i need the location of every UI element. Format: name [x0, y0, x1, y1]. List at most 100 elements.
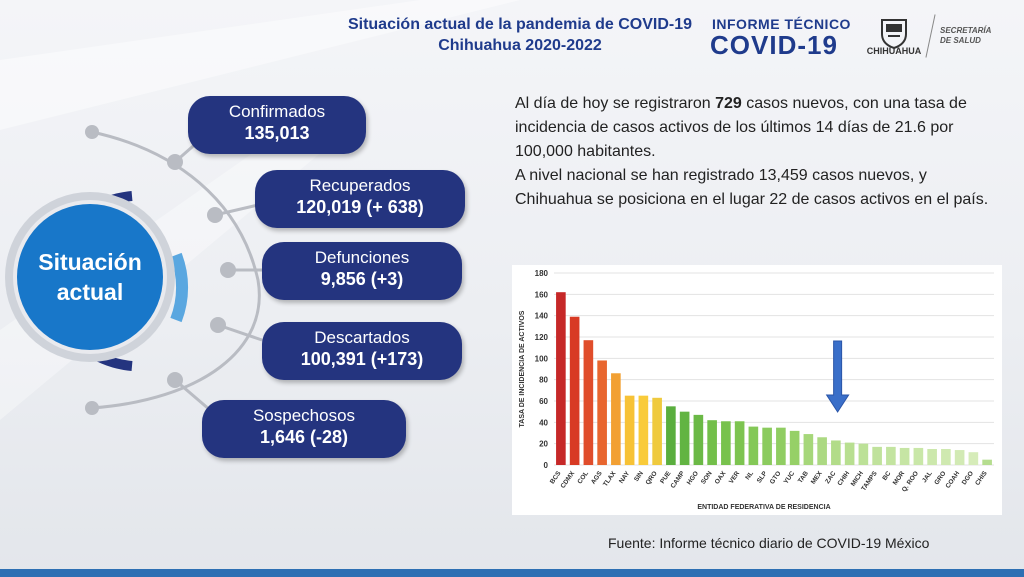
bar	[776, 427, 786, 465]
chihuahua-label: CHIHUAHUA	[866, 46, 922, 56]
bar	[954, 450, 965, 465]
summary-p1-post: casos nuevos, con una tasa de incidencia…	[515, 95, 967, 160]
x-tick-label: SON	[700, 470, 714, 486]
y-tick-label: 100	[535, 354, 549, 363]
bar	[831, 440, 841, 465]
bar	[858, 443, 869, 465]
bar	[913, 447, 924, 465]
source-note: Fuente: Informe técnico diario de COVID-…	[608, 535, 930, 551]
stat-sospechosos: Sospechosos 1,646 (-28)	[202, 400, 406, 458]
y-tick-label: 140	[535, 312, 549, 321]
x-tick-label: COL	[576, 470, 590, 485]
x-tick-label: OAX	[714, 470, 728, 486]
stat-confirmados: Confirmados 135,013	[188, 96, 366, 154]
summary-text: Al día de hoy se registraron 729 casos n…	[515, 92, 1005, 212]
summary-paragraph-1: Al día de hoy se registraron 729 casos n…	[515, 92, 1005, 164]
bar	[569, 316, 580, 465]
stat-value: 100,391 (+173)	[300, 349, 424, 369]
bar	[721, 421, 731, 465]
summary-paragraph-2: A nivel nacional se han registrado 13,45…	[515, 167, 989, 208]
stat-label: Confirmados	[228, 102, 326, 121]
bar	[624, 395, 635, 465]
x-tick-label: QRO	[645, 470, 659, 486]
x-tick-label: MEX	[810, 470, 824, 486]
bar	[927, 449, 937, 465]
bar	[886, 446, 896, 465]
x-tick-label: SIN	[633, 470, 645, 483]
bar	[968, 452, 979, 465]
y-tick-label: 40	[539, 418, 548, 427]
stat-value: 1,646 (-28)	[259, 427, 349, 447]
x-tick-label: CDMX	[560, 470, 577, 490]
y-tick-label: 160	[535, 290, 549, 299]
situacion-line2: actual	[56, 279, 124, 305]
stat-label: Descartados	[314, 328, 410, 347]
y-tick-label: 20	[539, 440, 548, 449]
bar	[762, 427, 772, 465]
bar	[789, 430, 800, 465]
bar	[707, 420, 717, 465]
y-tick-label: 180	[535, 269, 549, 278]
page-title-line1: Situación actual de la pandemia de COVID…	[347, 16, 693, 33]
y-axis-label: TASA DE INCIDENCIA DE ACTIVOS	[519, 310, 526, 427]
x-tick-label: VER	[728, 470, 742, 485]
chart-card: 0 20 40 60 80 100 120 140 160 180 BCS CDMX COL AGS TLA…	[512, 265, 1002, 515]
stat-label: Sospechosos	[252, 406, 356, 425]
bar	[899, 447, 910, 465]
x-tick-label: TAB	[797, 470, 810, 485]
y-tick-label: 120	[535, 333, 549, 342]
bar	[666, 406, 676, 465]
stat-descartados: Descartados 100,391 (+173)	[262, 322, 462, 380]
bar	[734, 421, 745, 465]
x-tick-label: CHIH	[836, 470, 851, 487]
x-tick-label: SLP	[756, 470, 769, 485]
stat-defunciones: Defunciones 9,856 (+3)	[262, 242, 462, 300]
x-tick-label: JAL	[921, 470, 934, 484]
bar	[597, 360, 607, 465]
x-tick-label: CAMP	[670, 470, 687, 490]
x-tick-label: NL	[744, 470, 755, 481]
page-title: Situación actual de la pandemia de COVID…	[320, 14, 720, 56]
x-tick-label: GTO	[769, 470, 783, 485]
stat-label: Defunciones	[314, 248, 410, 267]
situacion-actual-circle: Situación actual	[17, 204, 163, 350]
stat-value: 120,019 (+ 638)	[296, 197, 424, 217]
bar	[583, 340, 594, 465]
bar	[652, 397, 662, 465]
x-tick-label: YUC	[783, 470, 797, 486]
y-tick-label: 0	[544, 461, 549, 470]
summary-p1-pre: Al día de hoy se registraron	[515, 95, 716, 112]
bar	[982, 459, 992, 465]
bar	[941, 449, 951, 465]
bar	[556, 292, 566, 465]
x-tick-label: CHIS	[974, 470, 989, 487]
x-tick-label: COAH	[945, 470, 962, 490]
x-tick-label: NAY	[618, 470, 632, 485]
stat-value: 135,013	[244, 123, 310, 143]
bar	[803, 434, 814, 465]
covid-label: COVID-19	[710, 30, 838, 60]
x-tick-label: HGO	[686, 470, 700, 486]
bar	[693, 414, 704, 465]
y-tick-label: 60	[539, 397, 548, 406]
stat-label: Recuperados	[309, 176, 411, 195]
new-cases-count: 729	[715, 95, 742, 112]
x-tick-label: BC	[881, 470, 892, 482]
stat-value: 9,856 (+3)	[320, 269, 404, 289]
x-axis-label: ENTIDAD FEDERATIVA DE RESIDENCIA	[697, 504, 830, 511]
down-arrow-icon	[825, 340, 850, 413]
bar	[844, 442, 855, 465]
secretaria-label: SECRETARÍA DE SALUD	[940, 26, 991, 46]
bottom-bar	[0, 569, 1024, 577]
bar	[748, 426, 759, 465]
informe-label: INFORME TÉCNICO	[712, 16, 851, 32]
chihuahua-shield-icon	[881, 19, 907, 50]
x-tick-label: TLAX	[602, 470, 618, 488]
bar	[679, 411, 690, 465]
y-tick-label: 80	[539, 376, 548, 385]
page-title-line2: Chihuahua 2020-2022	[438, 37, 602, 54]
bar	[872, 446, 882, 465]
bar	[817, 437, 827, 465]
x-tick-label: DGO	[961, 470, 975, 486]
